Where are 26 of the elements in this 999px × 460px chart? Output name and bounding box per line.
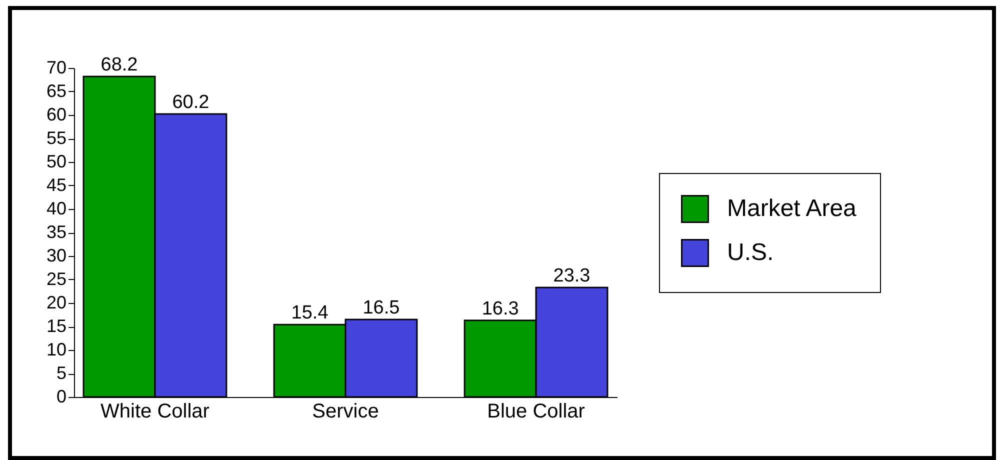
data-label: 16.5 [362,297,400,318]
data-label: 68.2 [100,54,138,76]
y-tick-label: 60 [46,104,66,124]
y-tick-label: 70 [46,58,66,78]
data-label: 15.4 [291,302,329,324]
y-tick-label: 0 [56,386,66,406]
y-tick-label: 30 [46,246,66,266]
y-tick-label: 10 [46,340,66,360]
y-tick-label: 25 [46,269,66,289]
data-label: 60.2 [172,92,210,114]
y-tick-label: 45 [46,175,66,195]
y-tick-label: 15 [46,316,66,336]
y-tick-label: 35 [46,222,66,242]
data-label: 23.3 [553,265,590,286]
y-tick-label: 40 [46,198,66,218]
x-tick-label: Service [312,400,379,422]
data-label: 16.3 [482,298,519,320]
x-tick-label: Blue Collar [487,400,586,422]
y-tick-label: 65 [46,81,66,101]
y-tick-label: 5 [56,363,66,383]
y-tick-label: 20 [46,292,66,312]
x-tick-label: White Collar [100,400,210,422]
y-tick-label: 50 [46,152,66,172]
y-tick-label: 55 [46,128,66,148]
legend-label: Market Area [727,195,858,222]
legend-label: U.S. [727,239,774,266]
